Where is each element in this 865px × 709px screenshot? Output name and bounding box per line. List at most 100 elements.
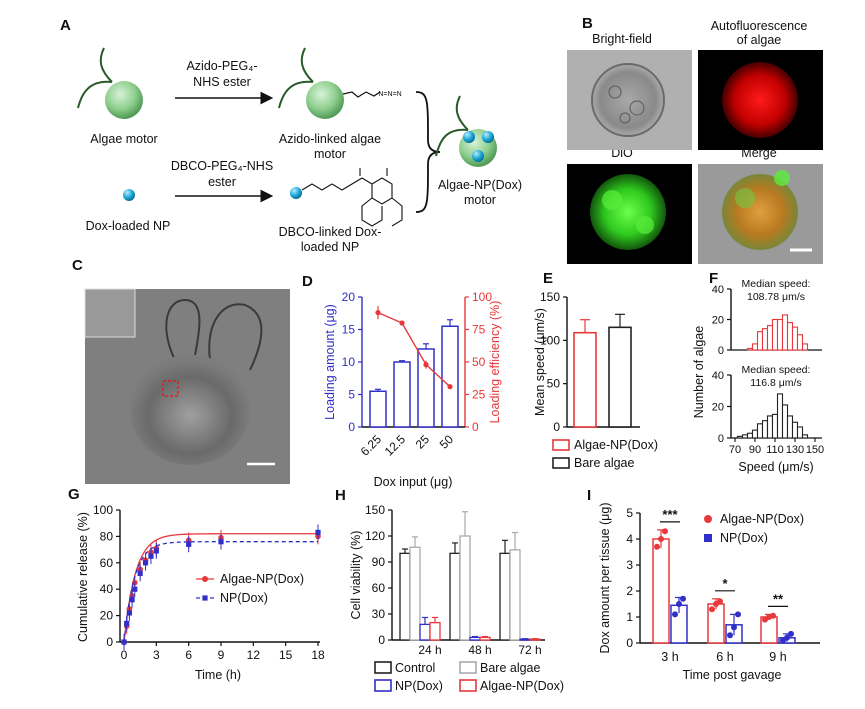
g-legend-marker [202,595,208,601]
f-x-label: Speed (μm/s) [738,460,813,474]
label-product-line2: motor [464,193,496,207]
arrow1-label-line1: Azido-PEG₄- [186,59,257,73]
g-point [126,610,132,616]
f-hist-bar [786,415,794,439]
d-left-y-tick-label: 20 [342,290,356,304]
image-merge [698,164,823,264]
d-y-label: Loading amount (μg) [323,304,337,420]
i-y-tick-label: 1 [626,610,633,624]
d-left-y-tick-label: 5 [348,388,355,402]
d-left-y-tick-label: 0 [348,420,355,434]
d-x-tick-label: 6.25 [358,432,385,459]
azide-group-glyph: N=N=N [378,91,401,98]
f-hist-bar [801,343,809,351]
f-1-y-tick-label: 40 [712,370,724,382]
chart-e: 0 50 100 150 Mean speed (μm/s) Algae-NP(Dox) B… [533,290,658,470]
f-hist-bar [801,434,809,439]
i-significance-label: ** [773,591,784,606]
d-efficiency-point [375,310,381,316]
f-hist-bar [756,423,764,439]
sem-inset [84,288,136,338]
f-hist-bar [781,404,789,439]
d-bar [393,361,411,428]
arrow2-label-line2: ester [208,175,236,189]
g-x-tick-label: 18 [311,648,325,662]
g-point [129,597,135,603]
g-legend-marker [202,576,208,582]
i-data-point [654,543,660,550]
d-left-y-tick-label: 15 [342,323,356,337]
sem-cell [130,355,250,465]
i-data-point [731,624,737,631]
f-0-y-tick-label: 0 [718,345,724,357]
h-legend-label: NP(Dox) [395,679,443,693]
h-y-tick-label: 90 [372,555,386,569]
d-right-y-tick-label: 50 [472,355,486,369]
e-y-label: Mean speed (μm/s) [533,308,547,416]
f-annotation-line1: Median speed: [742,278,811,290]
label-dbco-line1: DBCO-linked Dox- [279,225,382,239]
h-legend-swatch [374,679,392,692]
label-azido-line2: motor [314,147,346,161]
f-0-y-tick-label: 20 [712,315,724,327]
h-legend-swatch [374,661,392,674]
i-x-tick-label: 9 h [769,650,786,664]
f-x-tick-label: 90 [749,444,761,456]
d-bar [441,325,459,428]
g-y-tick-label: 100 [93,503,113,517]
f-hist-bar [791,421,799,439]
i-legend-label: Algae-NP(Dox) [720,512,804,526]
h-bar [449,552,461,641]
f-hist-bar [736,435,744,439]
e-bar [573,331,597,428]
g-x-tick-label: 6 [185,648,192,662]
label-algae-motor: Algae motor [90,132,157,146]
d-efficiency-point [399,320,405,326]
f-hist-bar [786,321,794,351]
i-data-point [680,595,686,602]
i-y-label: Dox amount per tissue (μg) [598,502,612,653]
d-efficiency-line [377,311,451,388]
g-y-tick-label: 40 [100,582,114,596]
g-point [132,586,138,592]
i-x-tick-label: 3 h [661,650,678,664]
f-hist-bar [781,314,789,351]
h-x-tick-label: 48 h [468,643,491,657]
i-y-tick-label: 3 [626,558,633,572]
f-1-y-tick-label: 0 [718,433,724,445]
g-x-tick-label: 0 [121,648,128,662]
f-hist-bar [766,325,774,351]
i-significance-label: *** [662,507,678,522]
d-bar [369,390,387,428]
d-x-label: Dox input (μg) [374,475,453,489]
i-data-point [676,601,682,607]
label-dbco-line2: loaded NP [301,240,359,254]
panel-letter-c: C [72,257,83,274]
panel-b-microscopy: Bright-field Autofluorescence of algae D… [567,19,823,264]
f-hist-bar [771,318,779,351]
h-legend-label: Algae-NP(Dox) [480,679,564,693]
i-data-point [709,606,715,613]
image-autofluorescence [698,50,823,150]
sem-roi-box [162,380,179,397]
g-point [137,570,143,576]
h-legend-swatch [459,661,477,674]
panel-letter-f: F [709,270,718,287]
d-right-y-tick-label: 75 [472,323,486,337]
f-hist-bar [766,415,774,439]
e-legend-swatch [552,439,570,451]
i-legend-label: NP(Dox) [720,531,768,545]
h-y-tick-label: 150 [365,503,385,517]
label-dox-np: Dox-loaded NP [86,219,171,233]
g-y-tick-label: 60 [100,556,114,570]
g-point [315,529,321,536]
f-x-tick-label: 150 [806,444,824,456]
f-x-tick-label: 110 [766,444,784,456]
brace [415,91,441,213]
f-annotation-line1: Median speed: [742,364,811,376]
panel-letter-g: G [68,486,80,503]
f-hist-bar [746,432,754,439]
panel-letter-a: A [60,17,71,34]
